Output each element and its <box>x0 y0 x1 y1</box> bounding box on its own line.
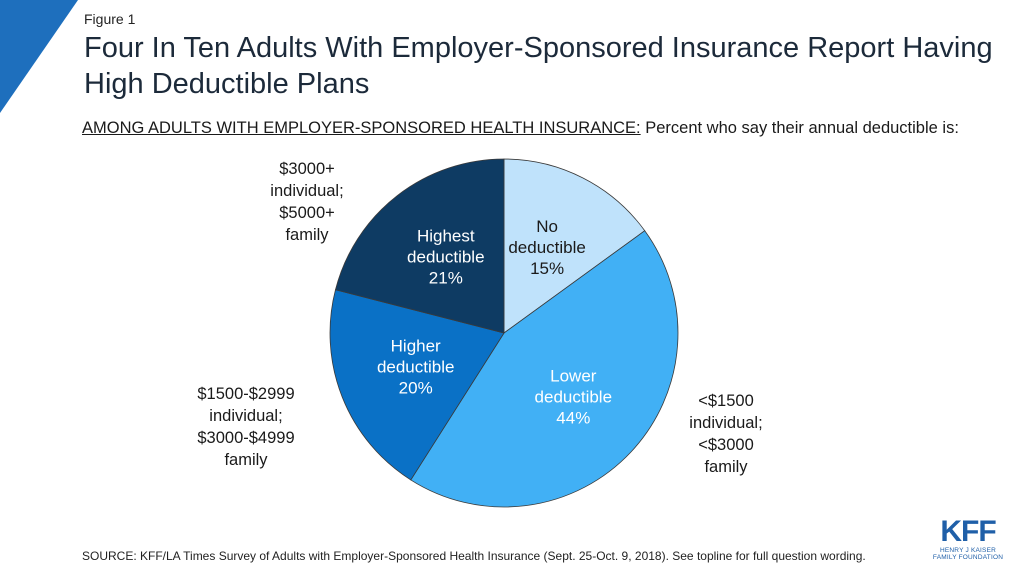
annotation-lower-line: <$1500 <box>698 392 754 410</box>
corner-accent <box>0 0 78 113</box>
data-label-category: deductible <box>407 247 485 266</box>
logo-wordmark: KFF <box>940 515 996 548</box>
chart-subtitle: AMONG ADULTS WITH EMPLOYER-SPONSORED HEA… <box>82 118 1012 138</box>
pie-slice-no-deductible <box>503 158 646 334</box>
pie-slice-highest-deductible <box>334 158 505 334</box>
annotation-lower: <$1500 individual; <$3000 family <box>676 390 776 478</box>
annotation-lower-line: <$3000 <box>698 436 754 454</box>
pie-slice-lower-deductible <box>410 230 679 508</box>
annotation-highest-line: family <box>285 226 329 244</box>
chart-title: Four In Ten Adults With Employer-Sponsor… <box>84 32 993 100</box>
data-label-value: 44% <box>556 408 590 427</box>
annotation-higher-line: $3000-$4999 <box>197 429 295 447</box>
subtitle-question: Percent who say their annual deductible … <box>640 119 959 137</box>
logo-line: HENRY J KAISER <box>939 547 997 554</box>
source-note: SOURCE: KFF/LA Times Survey of Adults wi… <box>82 549 866 563</box>
data-label-category: No <box>536 217 558 236</box>
annotation-higher-line: family <box>224 451 268 469</box>
data-label-category: Higher <box>391 336 441 355</box>
annotation-highest-line: individual; <box>270 182 344 200</box>
data-label-value: 21% <box>429 268 463 287</box>
subtitle-population: AMONG ADULTS WITH EMPLOYER-SPONSORED HEA… <box>82 119 641 137</box>
annotation-higher-line: $1500-$2999 <box>197 385 295 403</box>
logo-line: FAMILY FOUNDATION <box>932 554 1004 561</box>
annotation-highest-line: $5000+ <box>279 204 335 222</box>
data-label-category: Lower <box>550 366 597 385</box>
data-label-category: deductible <box>535 387 613 406</box>
data-label-category: Highest <box>417 226 475 245</box>
data-label-value: 15% <box>530 259 564 278</box>
annotation-highest: $3000+ individual; $5000+ family <box>252 158 362 246</box>
annotation-highest-line: $3000+ <box>279 160 335 178</box>
annotation-lower-line: individual; <box>689 414 763 432</box>
pie-slice-higher-deductible <box>329 289 505 481</box>
annotation-higher: $1500-$2999 individual; $3000-$4999 fami… <box>176 383 316 471</box>
data-label-value: 20% <box>399 378 433 397</box>
data-label-category: deductible <box>377 357 455 376</box>
annotation-lower-line: family <box>704 458 748 476</box>
data-label-category: deductible <box>508 238 586 257</box>
kff-logo: KFF HENRY J KAISER FAMILY FOUNDATION <box>926 515 1010 562</box>
annotation-higher-line: individual; <box>209 407 283 425</box>
figure-label: Figure 1 <box>84 11 136 27</box>
